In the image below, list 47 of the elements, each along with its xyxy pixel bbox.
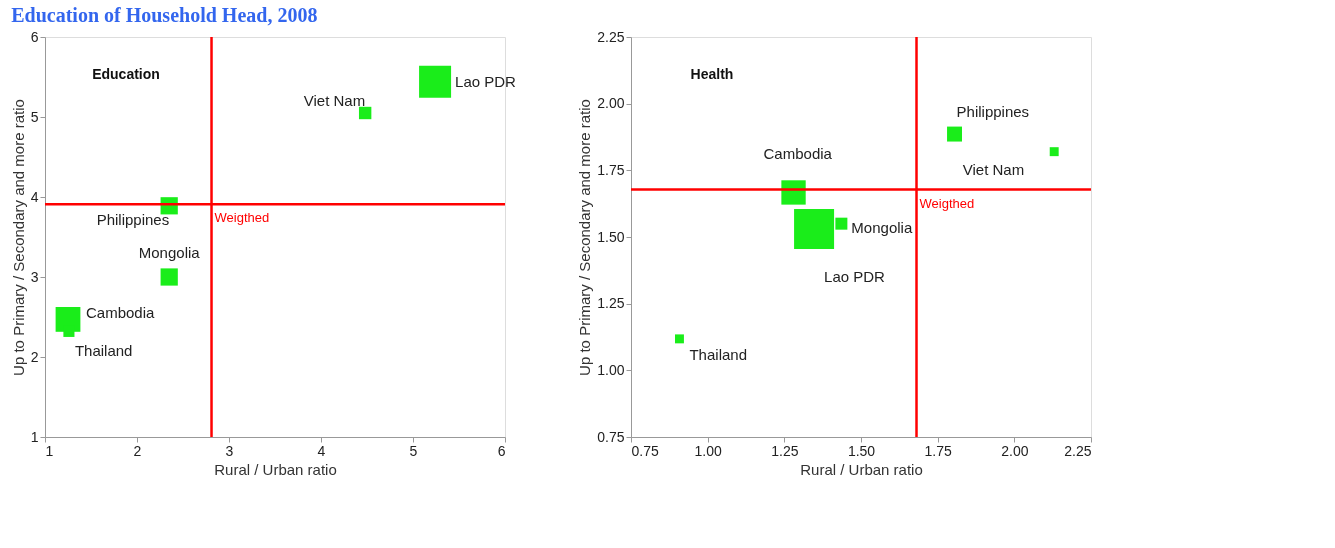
y-tick-label: 1.50 xyxy=(597,228,625,245)
ref-line-label: Weigthed xyxy=(214,210,270,226)
chart-title: Education of Household Head, 2008 xyxy=(11,4,318,26)
y-tick-label: 5 xyxy=(30,108,39,125)
y-tick-label: 1.75 xyxy=(597,161,625,178)
x-tick-label: 1.50 xyxy=(847,442,876,459)
annotation: Lao PDR xyxy=(824,268,886,285)
x-tick-label: 1.00 xyxy=(694,442,722,459)
y-tick-label: 1.25 xyxy=(597,295,625,312)
annotation: Mongolia xyxy=(851,218,913,236)
annotation: Cambodia xyxy=(763,145,833,163)
x-tick-label: 2.00 xyxy=(1001,442,1029,459)
y-axis-title: Up to Primary / Secondary and more ratio xyxy=(9,99,27,376)
x-tick-label: 3 xyxy=(225,442,234,459)
y-tick-label: 1.00 xyxy=(597,361,625,378)
x-tick-label: 1 xyxy=(45,442,54,459)
annotation: Thailand xyxy=(74,342,133,360)
x-tick-label: 2 xyxy=(133,442,142,459)
ref-line-label: Weigthed xyxy=(919,195,975,211)
x-tick-label: 2.25 xyxy=(1064,442,1092,459)
y-axis-title: Up to Primary / Secondary and more ratio xyxy=(576,99,594,376)
y-tick-label: 1 xyxy=(30,428,39,445)
y-tick-label: 3 xyxy=(30,268,39,285)
annotation: Education xyxy=(92,66,160,82)
x-axis-title: Rural / Urban ratio xyxy=(800,460,923,478)
y-tick-label: 0.75 xyxy=(597,428,625,445)
y-tick-label: 2 xyxy=(30,348,39,365)
y-tick-label: 2.00 xyxy=(597,95,625,112)
annotation: Viet Nam xyxy=(303,92,366,109)
annotation: Cambodia xyxy=(86,304,156,322)
x-tick-label: 4 xyxy=(317,442,326,459)
y-tick-label: 2.25 xyxy=(597,28,625,45)
annotation: Mongolia xyxy=(138,244,201,261)
x-tick-label: 0.75 xyxy=(631,442,659,459)
annotation: Health xyxy=(690,66,734,82)
x-tick-label: 1.75 xyxy=(924,442,952,459)
x-tick-label: 6 xyxy=(497,442,506,459)
x-tick-label: 1.25 xyxy=(771,442,799,459)
annotation: Philippines xyxy=(956,103,1030,121)
annotation: Thailand xyxy=(689,345,747,363)
x-tick-label: 5 xyxy=(409,442,418,459)
annotation: Viet Nam xyxy=(962,160,1025,178)
annotation: Lao PDR xyxy=(455,72,517,90)
y-tick-label: 6 xyxy=(30,28,39,45)
y-tick-label: 4 xyxy=(30,188,39,205)
x-axis-title: Rural / Urban ratio xyxy=(214,460,337,478)
annotation: Philippines xyxy=(96,210,170,228)
